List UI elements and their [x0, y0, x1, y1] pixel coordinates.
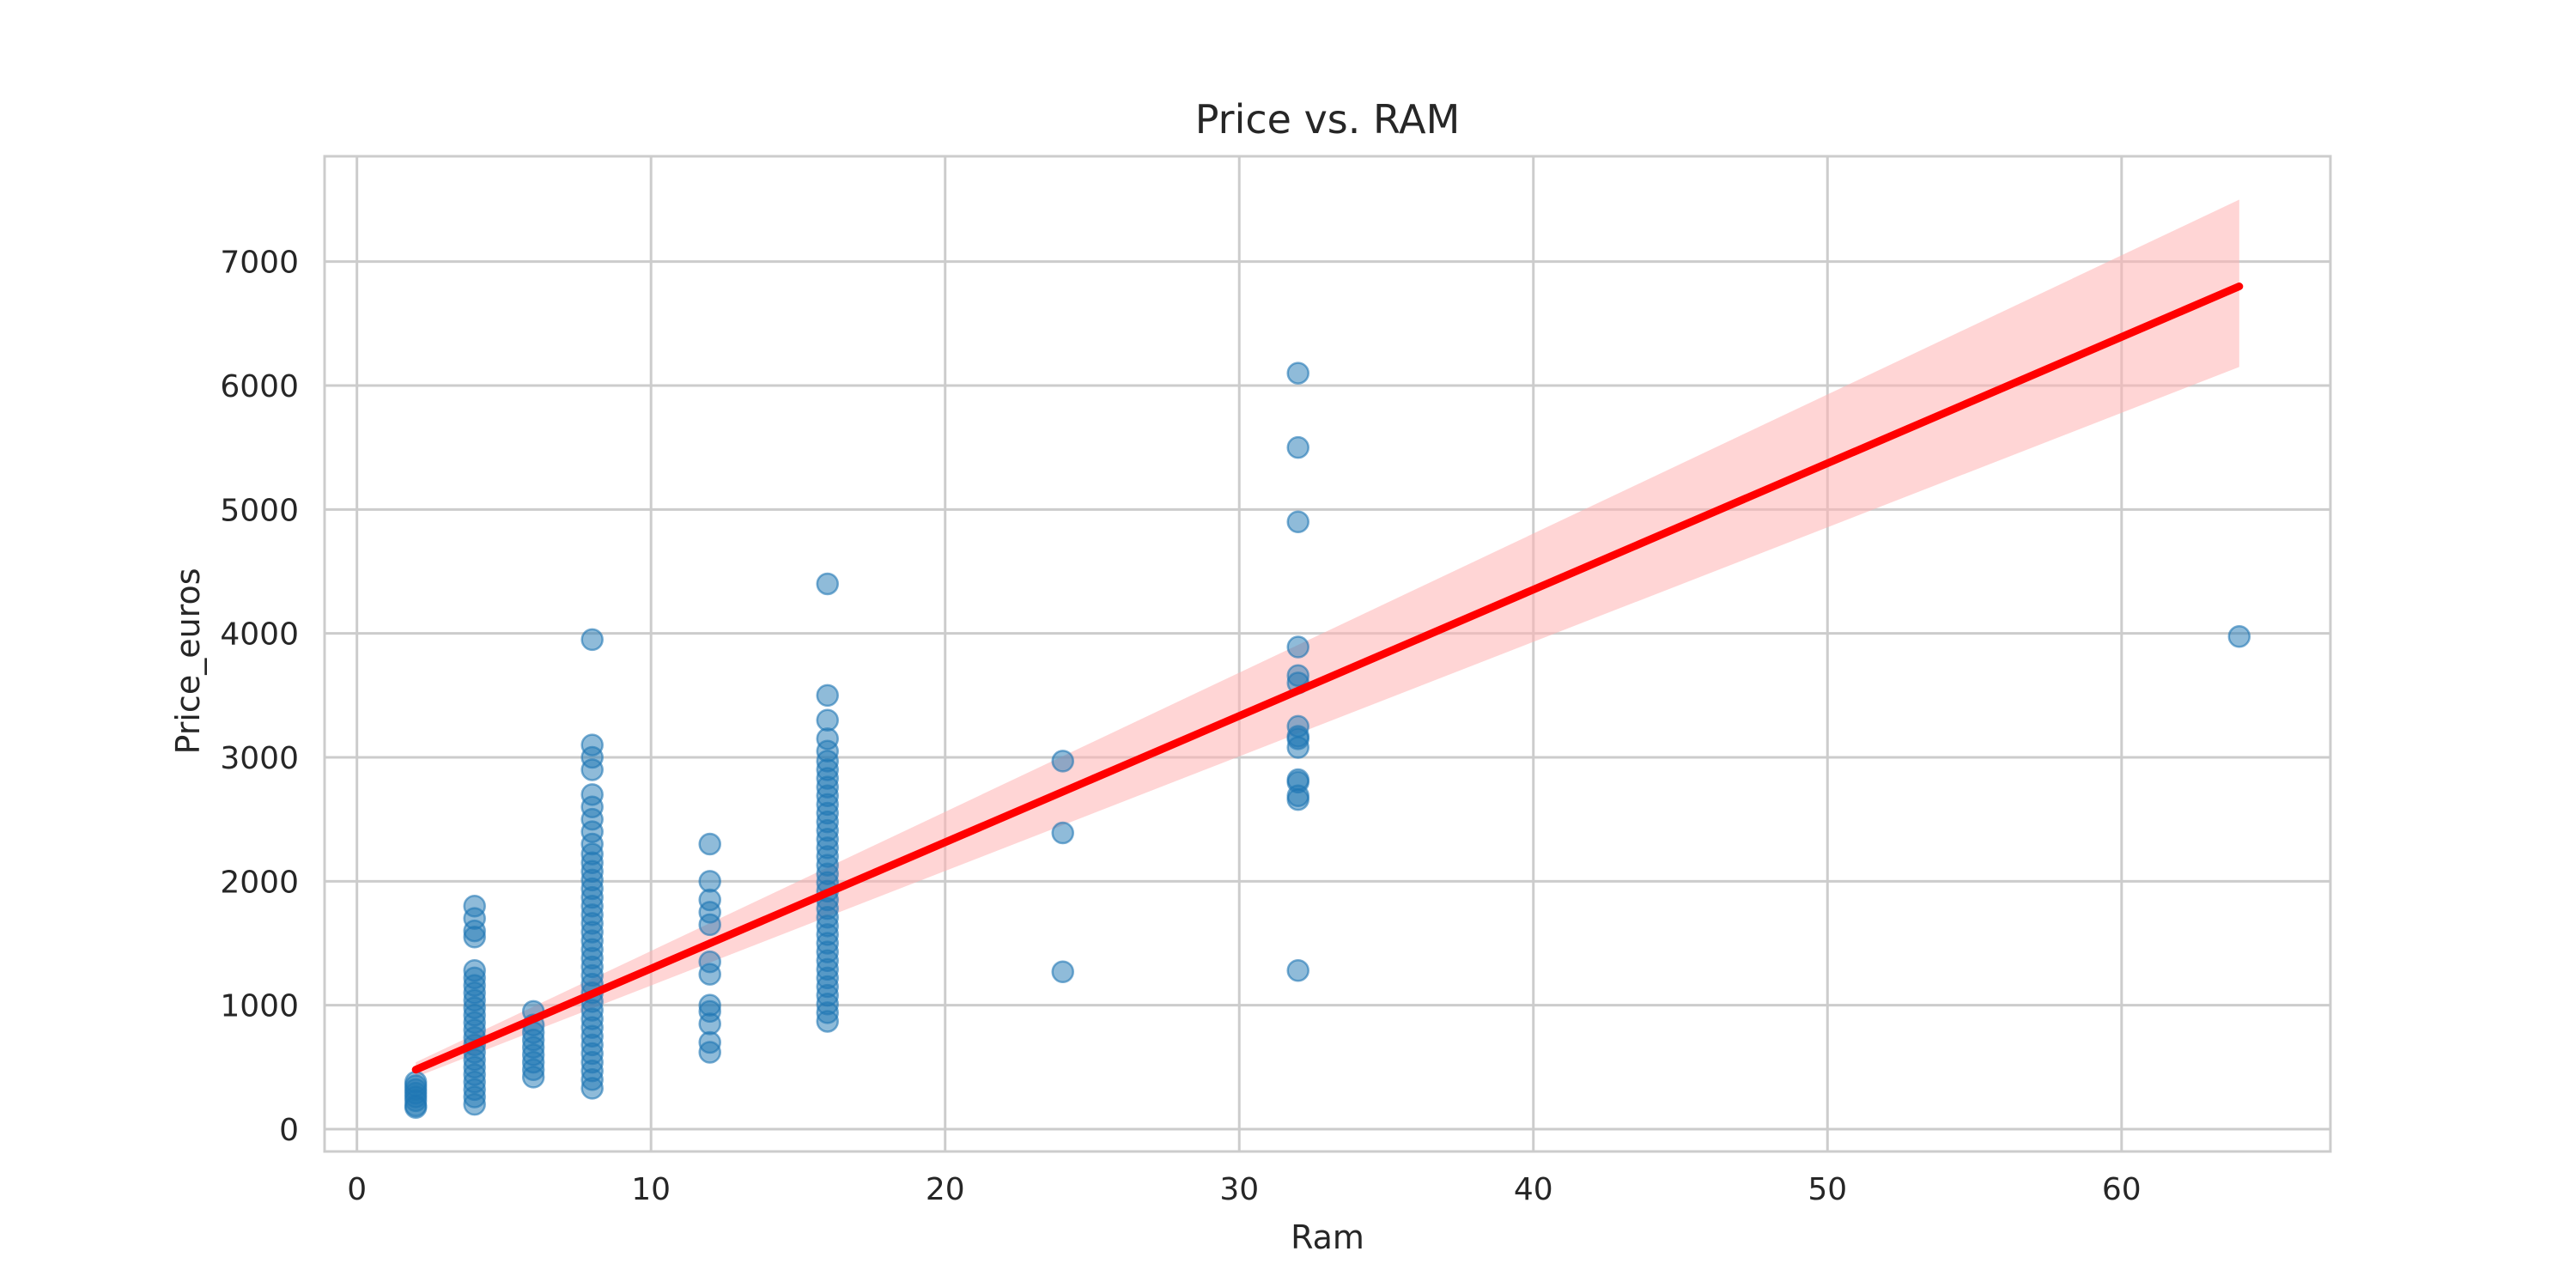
y-tick-label: 2000 [220, 865, 299, 900]
data-point [1051, 821, 1074, 845]
data-point [1051, 960, 1074, 983]
y-tick-label: 1000 [220, 989, 299, 1024]
x-tick-label: 40 [1514, 1172, 1553, 1207]
y-tick-label: 4000 [220, 617, 299, 653]
regression-line-layer [411, 283, 2244, 1074]
confidence-band-layer [416, 199, 2239, 1078]
data-point [1286, 768, 1309, 792]
data-point [1286, 361, 1309, 385]
regression-line [411, 283, 2244, 1074]
data-point [1286, 959, 1309, 982]
data-point [1286, 664, 1309, 688]
x-tick-label: 50 [1807, 1172, 1847, 1207]
data-point [816, 683, 839, 708]
y-axis-label: Price_euros [169, 568, 207, 755]
data-point [404, 1070, 428, 1094]
y-tick-label: 7000 [220, 246, 299, 281]
data-point [580, 628, 604, 652]
x-tick-label: 60 [2102, 1172, 2142, 1207]
data-point [2227, 625, 2251, 648]
chart-title: Price vs. RAM [1195, 96, 1461, 143]
x-tick-label: 20 [926, 1172, 965, 1207]
x-tick-label: 0 [347, 1172, 367, 1207]
data-point [404, 1096, 428, 1120]
axes-frame [323, 155, 2332, 1153]
data-point [1286, 714, 1309, 738]
data-point [698, 870, 721, 893]
data-point [698, 832, 721, 856]
data-point [463, 894, 486, 918]
y-tick-label: 6000 [220, 369, 299, 404]
data-point [698, 950, 721, 974]
data-point [580, 733, 604, 756]
y-tick-label: 5000 [220, 493, 299, 528]
y-tick-label: 3000 [220, 741, 299, 776]
grid-lines [325, 156, 2330, 1151]
y-tick-labels: 0 1000 2000 3000 4000 5000 6000 7000 [220, 246, 299, 1148]
x-tick-label: 10 [631, 1172, 671, 1207]
confidence-band [416, 199, 2239, 1078]
data-point [1286, 435, 1309, 459]
data-point [463, 959, 486, 982]
data-point [698, 1030, 721, 1054]
x-tick-labels: 0 10 20 30 40 50 60 [347, 1172, 2141, 1207]
data-point [580, 783, 604, 806]
x-axis-label: Ram [1291, 1218, 1364, 1256]
x-tick-label: 30 [1219, 1172, 1259, 1207]
y-tick-label: 0 [279, 1113, 299, 1148]
data-point [698, 993, 721, 1017]
data-point [816, 708, 839, 732]
data-point [816, 572, 839, 596]
data-point [1286, 510, 1309, 534]
data-point [1286, 635, 1309, 659]
data-point [1051, 750, 1074, 773]
